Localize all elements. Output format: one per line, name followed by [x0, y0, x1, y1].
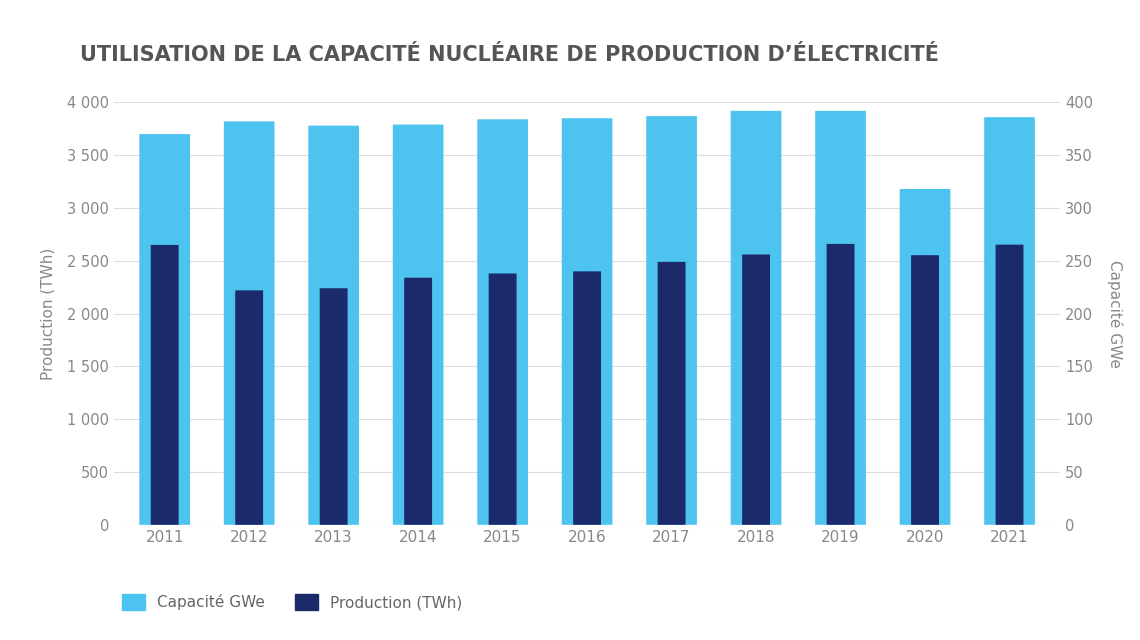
FancyBboxPatch shape: [489, 273, 516, 525]
FancyBboxPatch shape: [478, 119, 528, 525]
FancyBboxPatch shape: [235, 291, 263, 525]
FancyBboxPatch shape: [150, 245, 179, 525]
FancyBboxPatch shape: [308, 125, 359, 525]
FancyBboxPatch shape: [646, 116, 697, 525]
Y-axis label: Production (TWh): Production (TWh): [41, 248, 56, 380]
FancyBboxPatch shape: [742, 255, 770, 525]
FancyBboxPatch shape: [984, 117, 1035, 525]
Text: UTILISATION DE LA CAPACITÉ NUCLÉAIRE DE PRODUCTION D’ÉLECTRICITÉ: UTILISATION DE LA CAPACITÉ NUCLÉAIRE DE …: [80, 45, 939, 65]
FancyBboxPatch shape: [405, 278, 432, 525]
FancyBboxPatch shape: [319, 288, 348, 525]
FancyBboxPatch shape: [139, 134, 190, 525]
Legend: Capacité GWe, Production (TWh): Capacité GWe, Production (TWh): [122, 594, 463, 610]
FancyBboxPatch shape: [658, 262, 685, 525]
FancyBboxPatch shape: [731, 111, 781, 525]
FancyBboxPatch shape: [562, 118, 612, 525]
FancyBboxPatch shape: [911, 255, 939, 525]
FancyBboxPatch shape: [826, 244, 855, 525]
FancyBboxPatch shape: [815, 111, 866, 525]
FancyBboxPatch shape: [899, 189, 951, 525]
FancyBboxPatch shape: [393, 125, 443, 525]
Y-axis label: Capacité GWe: Capacité GWe: [1107, 260, 1123, 367]
FancyBboxPatch shape: [995, 244, 1024, 525]
FancyBboxPatch shape: [573, 271, 601, 525]
FancyBboxPatch shape: [223, 122, 275, 525]
